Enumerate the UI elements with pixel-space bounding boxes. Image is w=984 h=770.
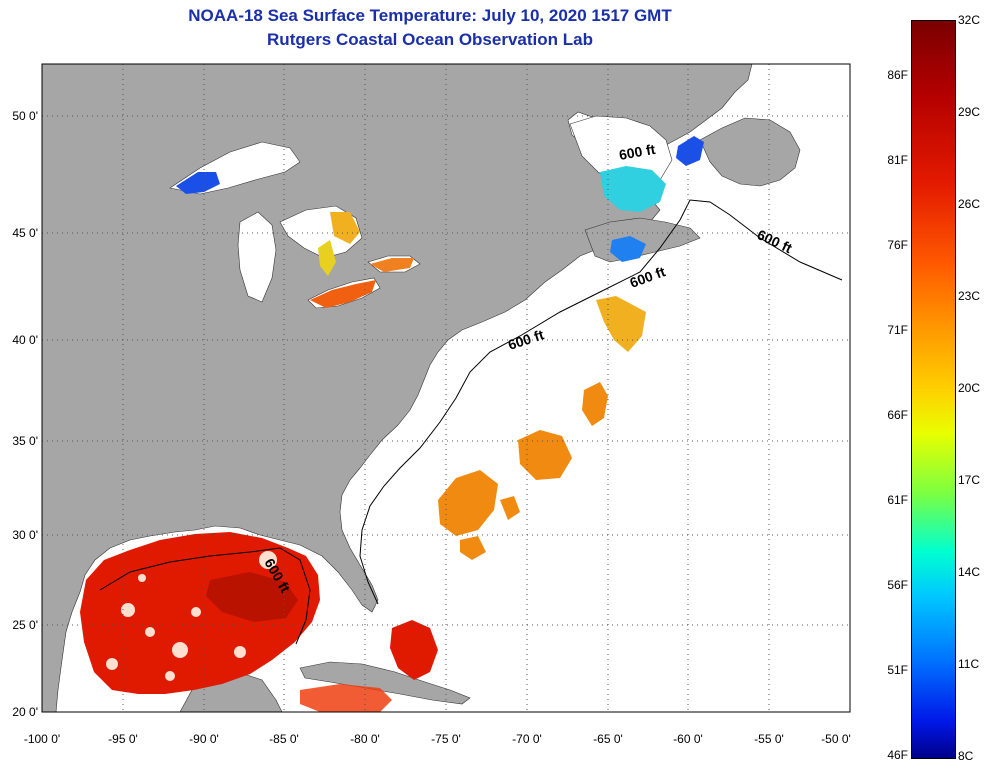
map-frame — [41, 63, 851, 713]
lon-label: -70 0' — [512, 732, 542, 746]
lat-label: 40 0' — [12, 333, 38, 347]
sst-lake-huron-warm — [330, 212, 360, 244]
lon-label: -55 0' — [754, 732, 784, 746]
lon-label: -100 0' — [23, 732, 61, 746]
cuba — [299, 661, 471, 705]
lat-label: 20 0' — [12, 705, 38, 719]
graticule — [42, 64, 850, 712]
sst-gulf-speckle — [106, 551, 277, 681]
lat-label: 50 0' — [12, 109, 38, 123]
sst-bay-of-fundy-blue — [610, 236, 646, 262]
colorbar-f-label: 81F — [887, 153, 908, 167]
colorbar-c-label: 29C — [958, 105, 981, 119]
colorbar-f-label: 56F — [887, 578, 908, 592]
sst-gulf-stream — [438, 382, 608, 560]
colorbar-f-label: 71F — [887, 323, 908, 337]
sst-cabot-strait-blue — [676, 136, 704, 166]
colorbar-c-label: 17C — [958, 473, 981, 487]
lon-label: -50 0' — [821, 732, 851, 746]
colorbar-f-label: 61F — [887, 493, 908, 507]
colorbar-c-label: 32C — [958, 13, 981, 27]
sst-caribbean — [300, 684, 392, 712]
lon-label: -90 0' — [189, 732, 219, 746]
map-title: NOAA-18 Sea Surface Temperature: July 10… — [188, 6, 672, 25]
lon-label: -95 0' — [108, 732, 138, 746]
lon-label: -65 0' — [593, 732, 623, 746]
landmass-north-america — [42, 64, 753, 712]
contour-label: 600 ft — [618, 141, 657, 163]
sst-lake-erie-warm — [310, 280, 376, 308]
temperature-colorbar — [911, 20, 956, 759]
newfoundland — [699, 117, 801, 187]
lon-label: -80 0' — [350, 732, 380, 746]
colorbar-c-label: 23C — [958, 289, 981, 303]
colorbar-c-label: 11C — [958, 657, 980, 671]
colorbar-c-label: 26C — [958, 197, 981, 211]
colorbar-f-label: 66F — [887, 408, 908, 422]
sst-bahamas — [390, 620, 438, 680]
lat-label: 30 0' — [12, 528, 38, 542]
sst-lake-superior-cold — [176, 172, 220, 194]
lat-label: 35 0' — [12, 434, 38, 448]
colorbar-c-label: 14C — [958, 565, 981, 579]
lat-label: 25 0' — [12, 618, 38, 632]
colorbar-c-label: 8C — [958, 749, 974, 763]
lon-label: -75 0' — [431, 732, 461, 746]
colorbar-f-label: 86F — [887, 68, 908, 82]
lon-label: -85 0' — [269, 732, 299, 746]
sst-st-lawrence-cyan — [600, 166, 666, 212]
sst-lake-michigan-mix — [318, 240, 336, 276]
sst-lake-ontario-warm — [370, 258, 414, 272]
colorbar-f-label: 51F — [887, 663, 908, 677]
isobath-600ft-gulf — [99, 547, 311, 645]
sst-gulf-hot-core — [206, 572, 298, 622]
map-subtitle: Rutgers Coastal Ocean Observation Lab — [267, 30, 593, 49]
colorbar-c-label: 20C — [958, 381, 981, 395]
isobath-600ft — [359, 199, 843, 605]
lat-label: 45 0' — [12, 226, 38, 240]
lon-label: -60 0' — [673, 732, 703, 746]
colorbar-f-label: 46F — [887, 748, 908, 762]
colorbar-f-label: 76F — [887, 238, 908, 252]
